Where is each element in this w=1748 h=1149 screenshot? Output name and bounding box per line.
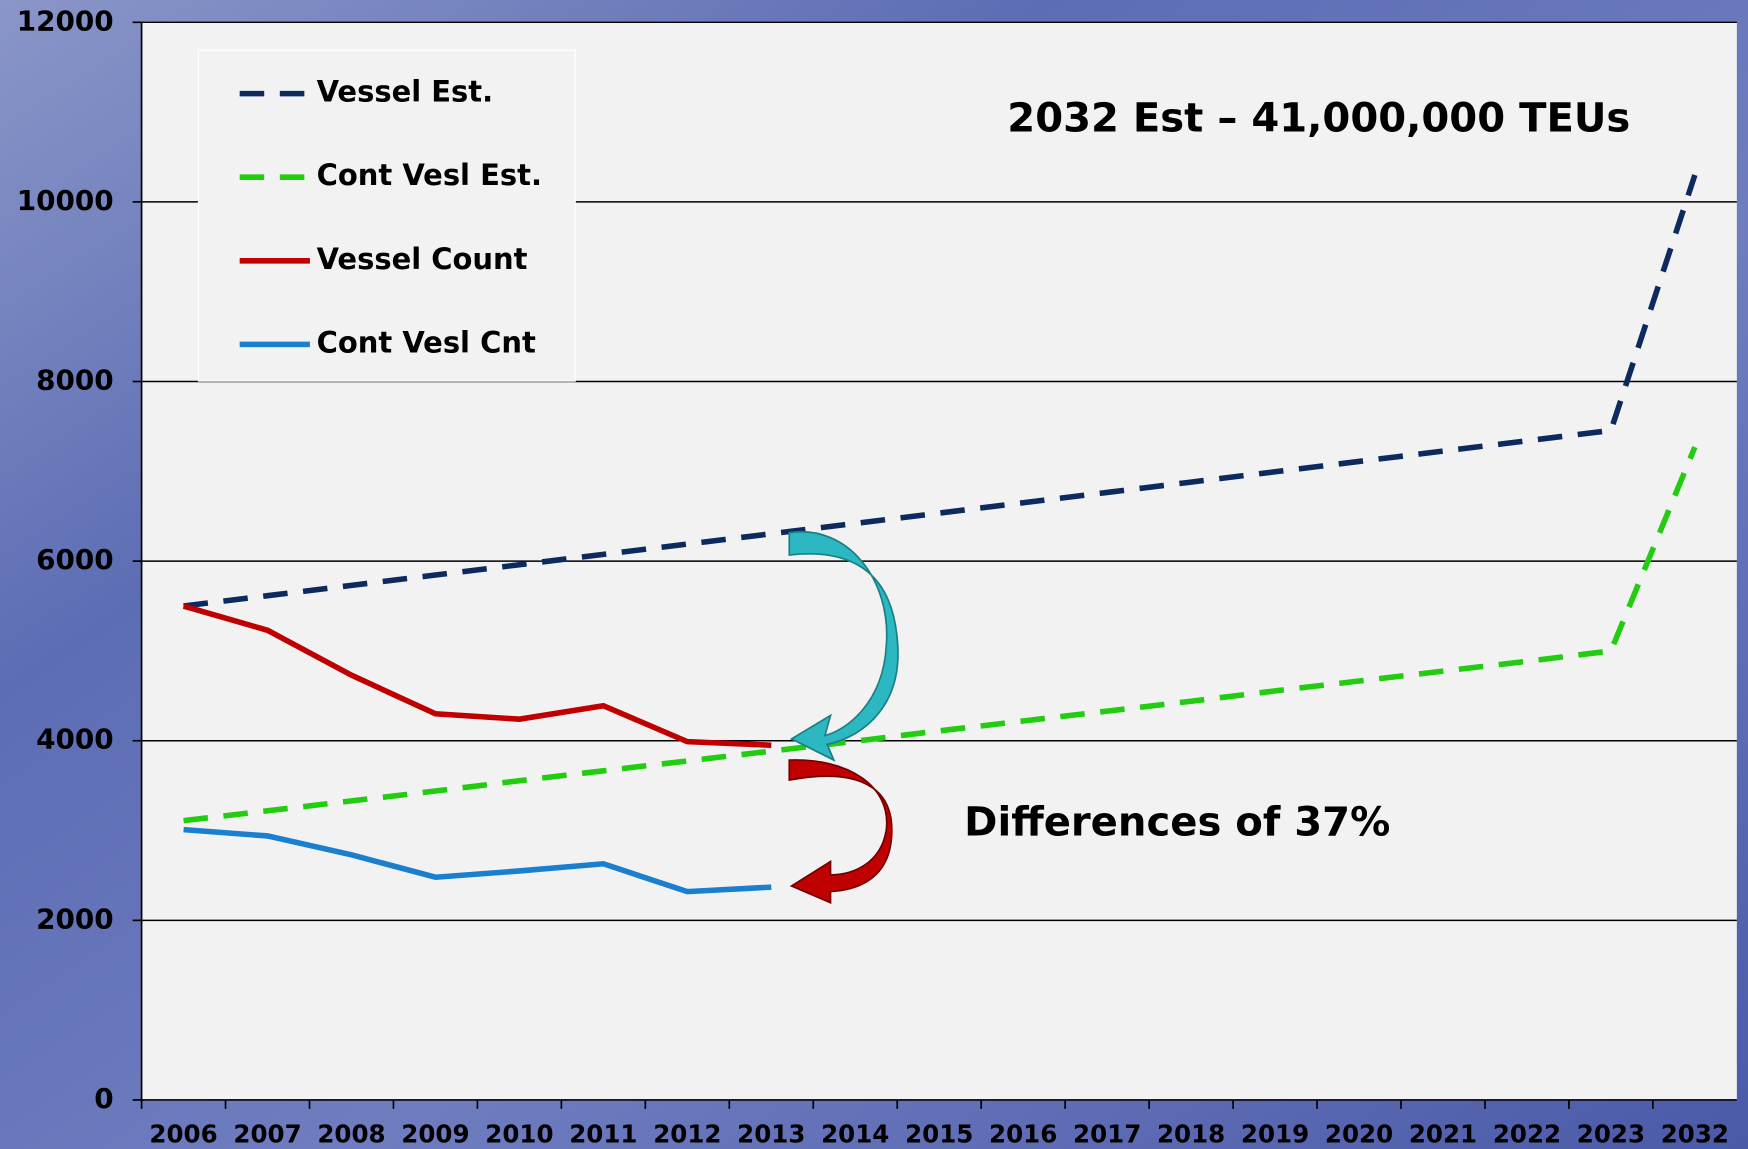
annotation: 2032 Est – 41,000,000 TEUs — [1007, 95, 1630, 141]
y-tick-label: 4000 — [36, 723, 114, 756]
x-tick-label: 2013 — [737, 1120, 805, 1149]
x-tick-label: 2017 — [1073, 1120, 1141, 1149]
x-tick-label: 2008 — [317, 1120, 385, 1149]
x-tick-label: 2007 — [233, 1120, 301, 1149]
series-line — [183, 446, 1698, 824]
legend-box — [197, 49, 576, 382]
legend-label: Cont Vesl Est. — [317, 158, 542, 192]
series-line — [183, 174, 1698, 609]
x-tick-label: 2023 — [1577, 1120, 1645, 1149]
y-tick-label: 2000 — [36, 902, 114, 935]
y-tick-label: 10000 — [17, 184, 114, 217]
y-tick-label: 6000 — [36, 543, 114, 576]
x-tick-label: 2016 — [989, 1120, 1057, 1149]
x-tick-label: 2010 — [485, 1120, 553, 1149]
x-tick-label: 2011 — [569, 1120, 637, 1149]
x-tick-label: 2012 — [653, 1120, 721, 1149]
series-line — [183, 826, 772, 895]
x-tick-label: 2015 — [905, 1120, 973, 1149]
y-tick-label: 12000 — [17, 4, 114, 37]
x-tick-label: 2019 — [1241, 1120, 1309, 1149]
series-line — [182, 603, 772, 749]
x-tick-label: 2018 — [1157, 1120, 1225, 1149]
x-tick-label: 2014 — [821, 1120, 889, 1149]
legend-label: Cont Vesl Cnt — [317, 325, 536, 359]
red-arrow — [788, 759, 893, 904]
x-tick-label: 2022 — [1493, 1120, 1561, 1149]
legend-label: Vessel Est. — [317, 75, 494, 109]
y-tick-label: 8000 — [36, 364, 114, 397]
annotation: Differences of 37% — [964, 800, 1390, 846]
legend-label: Vessel Count — [317, 242, 528, 276]
x-tick-label: 2020 — [1325, 1120, 1393, 1149]
x-tick-label: 2032 — [1661, 1120, 1729, 1149]
teal-arrow — [788, 530, 899, 762]
x-tick-label: 2006 — [149, 1120, 217, 1149]
x-tick-label: 2021 — [1409, 1120, 1477, 1149]
x-tick-label: 2009 — [401, 1120, 469, 1149]
y-tick-label: 0 — [94, 1082, 113, 1115]
